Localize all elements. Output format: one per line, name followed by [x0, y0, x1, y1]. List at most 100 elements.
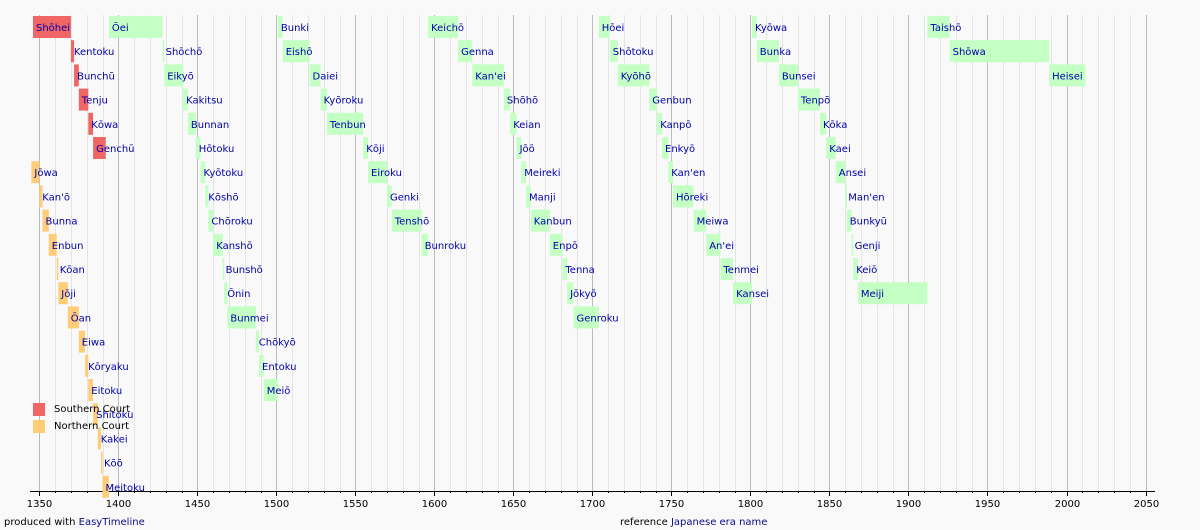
era-label: Tenna — [564, 265, 594, 276]
era-label: Shōwa — [953, 47, 986, 58]
era-label: Kyōwa — [755, 23, 787, 34]
era-label: Entoku — [262, 362, 297, 373]
era-bar — [845, 185, 847, 208]
era-label: Tenmei — [722, 265, 759, 276]
x-tick-label: 1600 — [422, 499, 447, 510]
era-label: Manji — [529, 192, 556, 203]
era-bar — [472, 64, 504, 87]
era-label: Kaei — [829, 144, 850, 155]
era-label: Bunki — [281, 23, 309, 34]
era-bar — [97, 427, 101, 450]
produced-with-prefix: produced with — [4, 517, 76, 528]
era-bar — [458, 40, 473, 63]
era-label: Kōka — [823, 120, 847, 131]
era-label: Shōtoku — [613, 47, 654, 58]
era-bar — [224, 282, 228, 305]
era-bar — [74, 64, 79, 87]
era-label: Kakei — [101, 434, 128, 445]
era-label: Genbun — [652, 96, 691, 107]
era-label: Bunsei — [782, 71, 816, 82]
era-bar — [526, 185, 531, 208]
era-bar — [598, 16, 610, 38]
era-bar — [857, 282, 928, 305]
era-bar — [421, 233, 428, 256]
era-bar — [851, 233, 854, 256]
era-bar — [56, 258, 59, 280]
era-bar — [387, 185, 392, 208]
era-label: Bunnan — [191, 120, 229, 131]
legend-label-southern: Southern Court — [54, 404, 131, 415]
era-label: Eiwa — [82, 338, 105, 349]
era-bar — [187, 112, 196, 135]
era-label: Ansei — [839, 168, 866, 179]
era-label: Bunshō — [226, 265, 263, 276]
era-bar — [657, 112, 662, 135]
x-tick-label: 1800 — [738, 499, 763, 510]
era-label: Hōtoku — [199, 144, 235, 155]
era-label: Kōshō — [208, 192, 238, 203]
era-label: Kanshō — [216, 241, 253, 252]
era-bar — [510, 112, 517, 135]
era-bar — [213, 233, 223, 256]
era-label: Jōji — [60, 289, 76, 300]
era-label: Kanbun — [534, 217, 572, 228]
era-bar — [208, 209, 214, 232]
era-label: Kan'ei — [475, 71, 506, 82]
era-bar — [820, 112, 827, 135]
era-label: Daiei — [313, 71, 339, 82]
era-bar — [521, 161, 526, 184]
x-tick-label: 1400 — [106, 499, 131, 510]
era-label: Bunchū — [77, 71, 115, 82]
era-bar — [326, 112, 364, 135]
x-tick-label: 1450 — [185, 499, 210, 510]
era-label: Kyōtoku — [204, 168, 244, 179]
era-bar — [93, 137, 106, 159]
era-label: Jōō — [519, 144, 535, 155]
era-label: Meiō — [267, 386, 291, 397]
japanese-era-name-link[interactable]: Japanese era name — [670, 517, 768, 528]
era-label: Heisei — [1052, 71, 1083, 82]
era-label: Meireki — [524, 168, 560, 179]
era-bar — [673, 185, 694, 208]
era-bar — [102, 475, 109, 498]
era-label: Bunna — [46, 217, 78, 228]
era-bar — [277, 16, 283, 38]
era-bar — [927, 16, 950, 38]
era-label: Enpō — [553, 241, 578, 252]
era-bar — [162, 40, 165, 63]
era-bar — [835, 161, 846, 184]
era-label: Kansei — [736, 289, 769, 300]
era-bar — [617, 64, 650, 87]
era-label: Tenju — [81, 96, 108, 107]
era-label: Shōchō — [166, 47, 203, 58]
era-label: Eikyō — [167, 71, 194, 82]
x-tick-label: 1900 — [896, 499, 921, 510]
era-bar — [649, 88, 658, 111]
easytimeline-link[interactable]: EasyTimeline — [78, 517, 145, 528]
era-bar — [70, 40, 75, 63]
era-label: Enkyō — [665, 144, 695, 155]
era-label: Kōan — [60, 265, 85, 276]
era-bar — [85, 354, 89, 377]
era-bar — [662, 137, 669, 159]
era-label: Keichō — [431, 23, 464, 34]
era-label: Meitoku — [106, 483, 145, 494]
era-label: Kyōhō — [621, 71, 651, 82]
era-label: Kōryaku — [88, 362, 129, 373]
era-label: Genchū — [96, 144, 134, 155]
era-label: Shitoku — [96, 410, 133, 421]
era-bar — [428, 16, 459, 38]
era-label: Kan'ō — [42, 192, 70, 203]
era-bar — [164, 64, 184, 87]
era-label: Jōwa — [33, 168, 57, 179]
reference-prefix: reference — [620, 517, 668, 528]
era-bar — [42, 209, 49, 232]
era-bar — [205, 185, 209, 208]
era-label: Chōkyō — [259, 338, 296, 349]
era-bar — [227, 306, 256, 329]
era-label: Bunkyū — [850, 217, 887, 228]
era-label: Kakitsu — [186, 96, 223, 107]
era-label: Kanpō — [660, 120, 691, 131]
era-bar — [101, 451, 103, 474]
era-bar — [720, 258, 733, 280]
